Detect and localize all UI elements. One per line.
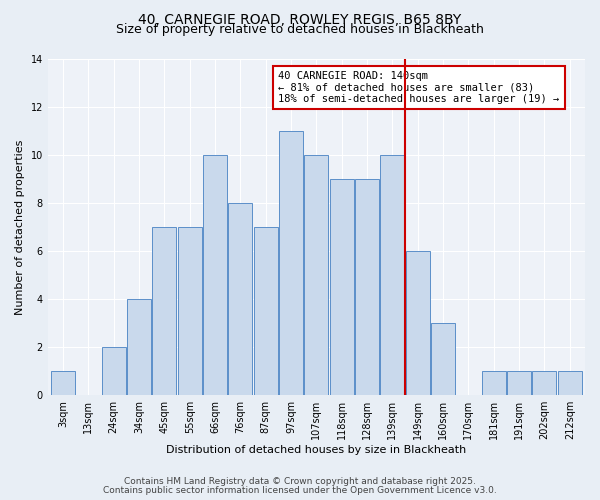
Text: Size of property relative to detached houses in Blackheath: Size of property relative to detached ho… [116, 22, 484, 36]
Bar [380, 155, 404, 395]
X-axis label: Distribution of detached houses by size in Blackheath: Distribution of detached houses by size … [166, 445, 467, 455]
Bar [203, 155, 227, 395]
Bar [507, 371, 531, 395]
Text: 40, CARNEGIE ROAD, ROWLEY REGIS, B65 8BY: 40, CARNEGIE ROAD, ROWLEY REGIS, B65 8BY [139, 12, 461, 26]
Bar [355, 179, 379, 395]
Bar [482, 371, 506, 395]
Bar [101, 347, 126, 395]
Text: Contains public sector information licensed under the Open Government Licence v3: Contains public sector information licen… [103, 486, 497, 495]
Text: 40 CARNEGIE ROAD: 140sqm
← 81% of detached houses are smaller (83)
18% of semi-d: 40 CARNEGIE ROAD: 140sqm ← 81% of detach… [278, 71, 560, 104]
Bar [431, 323, 455, 395]
Bar [152, 227, 176, 395]
Bar [558, 371, 582, 395]
Bar [51, 371, 75, 395]
Bar [127, 299, 151, 395]
Bar [229, 203, 253, 395]
Text: Contains HM Land Registry data © Crown copyright and database right 2025.: Contains HM Land Registry data © Crown c… [124, 477, 476, 486]
Bar [178, 227, 202, 395]
Bar [329, 179, 354, 395]
Bar [406, 251, 430, 395]
Y-axis label: Number of detached properties: Number of detached properties [15, 140, 25, 315]
Bar [279, 131, 303, 395]
Bar [304, 155, 328, 395]
Bar [532, 371, 556, 395]
Bar [254, 227, 278, 395]
